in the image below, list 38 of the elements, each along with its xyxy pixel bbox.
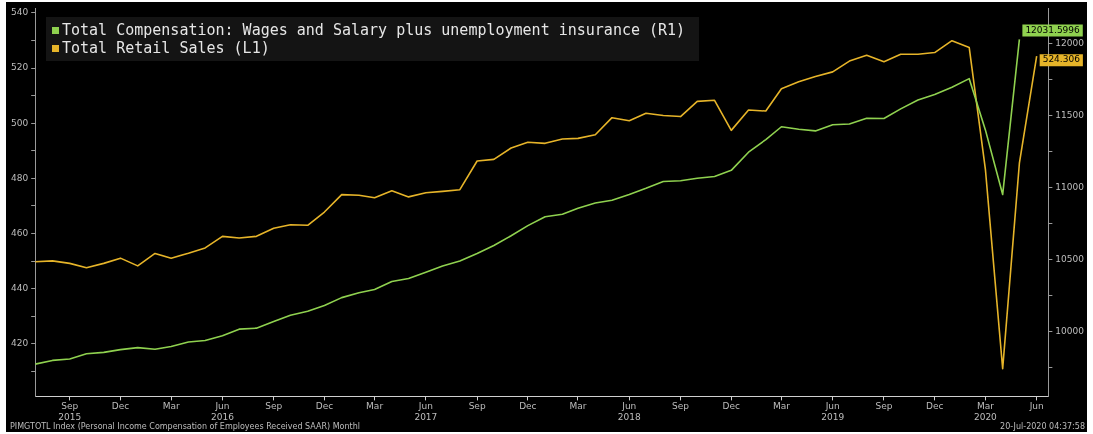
data-label: 12031.5996: [1025, 24, 1081, 35]
x-tick-label: Dec: [925, 401, 944, 412]
y-tick-label: 520: [10, 62, 29, 73]
y-tick-label: 480: [10, 172, 29, 183]
x-tick-label: Sep: [468, 401, 486, 412]
x-tick-label: Jun 2018: [617, 401, 641, 422]
y2-tick-label: 10000: [1055, 326, 1085, 337]
x-tick-label: Mar: [772, 401, 791, 412]
legend-label: Total Retail Sales (L1): [62, 39, 270, 57]
y2-tick-label: 12000: [1055, 38, 1085, 49]
y-tick-label: 540: [10, 7, 29, 18]
x-tick-label: Dec: [722, 401, 741, 412]
text: 20-Jul-2020 04:37:58: [1000, 422, 1085, 432]
x-tick-label: Jun 2016: [210, 401, 235, 422]
x-tick-label: Mar: [569, 401, 587, 412]
y-tick-label: 500: [10, 117, 29, 128]
x-tick-label: Jun 2017: [414, 401, 438, 422]
y-tick-label: 460: [10, 227, 29, 238]
data-label: 524.306: [1042, 54, 1081, 65]
x-tick-label: Dec: [111, 401, 130, 412]
y2-tick-label: 11000: [1055, 182, 1085, 193]
x-tick-label: Dec: [519, 401, 537, 412]
y2-tick-label: 11500: [1055, 110, 1085, 121]
x-tick-label: Sep: [672, 401, 690, 412]
x-tick-label: Jun 2019: [821, 401, 845, 422]
y2-tick-label: 10500: [1055, 254, 1085, 265]
y-tick-label: 420: [10, 338, 29, 349]
y-tick-label: 440: [10, 283, 29, 294]
x-tick-label: Sep: [265, 401, 283, 412]
x-tick-label: Jun: [1028, 401, 1044, 412]
x-tick-label: Dec: [315, 401, 334, 412]
x-tick-label: Sep 2015: [58, 401, 82, 422]
text: PIMGTOTL Index (Personal Income Compensation of Employees Received SAAR) Monthl: [10, 422, 361, 432]
x-tick-label: Sep: [875, 401, 893, 412]
x-tick-label: Mar 2020: [973, 401, 998, 422]
legend-label: Total Compensation: Wages and Salary plus unemployment insurance (R1): [62, 21, 686, 39]
x-tick-label: Mar: [162, 401, 180, 412]
x-tick-label: Mar: [366, 401, 384, 412]
